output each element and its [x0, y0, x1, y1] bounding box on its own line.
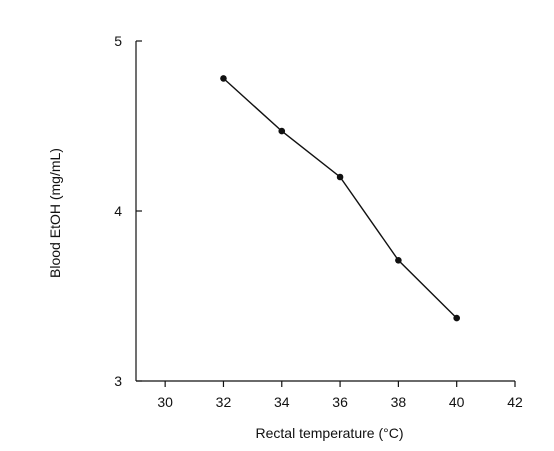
y-axis-label: Blood EtOH (mg/mL)	[47, 148, 63, 278]
data-point	[278, 127, 286, 135]
x-tick-label: 34	[274, 394, 290, 410]
x-tick-label: 40	[449, 394, 465, 410]
y-ticks: 3 4 5	[114, 33, 142, 389]
x-ticks: 30 32 34 36 38 40 42	[157, 381, 523, 410]
x-axis-label: Rectal temperature (°C)	[256, 425, 404, 441]
x-tick-label: 32	[216, 394, 232, 410]
y-tick-label: 5	[114, 33, 122, 49]
data-point	[395, 257, 402, 264]
data-point	[453, 314, 460, 322]
plot-area	[220, 75, 460, 322]
x-tick-label: 42	[507, 394, 523, 410]
series-line	[222, 77, 458, 319]
data-point	[220, 75, 227, 82]
y-tick-label: 3	[114, 373, 122, 389]
data-point	[336, 173, 344, 181]
x-tick-label: 36	[332, 394, 348, 410]
y-tick-label: 4	[114, 203, 122, 219]
x-tick-label: 30	[157, 394, 173, 410]
axes	[135, 41, 515, 382]
x-tick-label: 38	[391, 394, 407, 410]
